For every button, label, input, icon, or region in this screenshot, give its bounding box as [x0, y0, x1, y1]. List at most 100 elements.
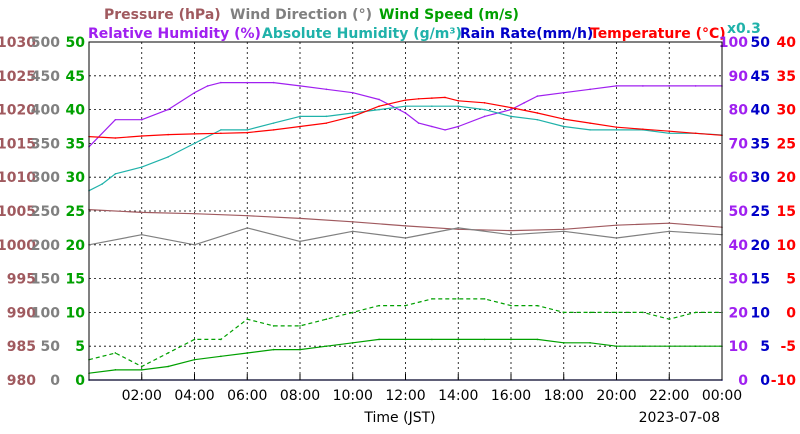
tick-label-wind-speed: 10	[66, 305, 86, 321]
tick-label-wind-direction: 350	[31, 136, 60, 152]
data-point	[668, 130, 671, 133]
data-point	[140, 211, 143, 214]
data-point	[510, 106, 512, 109]
tick-label-pressure: 1025	[0, 69, 36, 85]
tick-label-rain-rate: 30	[751, 170, 771, 186]
tick-label-pressure: 980	[7, 373, 36, 389]
tick-label-temperature: 20	[777, 170, 797, 186]
tick-label-wind-direction: 0	[50, 373, 60, 389]
legend-wind-direction: Wind Direction (°)	[230, 7, 372, 23]
data-point	[299, 325, 301, 327]
data-point	[167, 365, 169, 368]
data-point	[101, 183, 103, 185]
tick-label-wind-direction: 200	[31, 238, 60, 254]
data-point	[615, 345, 618, 348]
tick-label-relative-humidity: 50	[729, 204, 749, 220]
data-point	[272, 348, 275, 351]
x-tick-label: 06:00	[227, 388, 267, 404]
data-point	[536, 95, 539, 97]
data-point	[140, 369, 143, 371]
data-point	[457, 125, 460, 128]
tick-label-wind-direction: 150	[31, 272, 60, 288]
tick-label-relative-humidity: 80	[729, 103, 749, 119]
tick-label-pressure: 1000	[0, 238, 36, 254]
data-point	[642, 311, 644, 314]
data-point	[220, 355, 222, 358]
tick-label-wind-direction: 450	[31, 69, 60, 85]
x-tick-label: 20:00	[596, 388, 636, 404]
data-point	[642, 128, 644, 131]
data-point	[378, 98, 380, 101]
data-point	[404, 112, 407, 114]
data-point	[457, 105, 460, 108]
data-point	[562, 228, 565, 231]
data-point	[351, 221, 354, 223]
data-point	[562, 311, 565, 314]
data-point	[589, 122, 591, 124]
data-point	[431, 338, 433, 341]
data-point	[114, 173, 117, 175]
tick-label-temperature: -10	[771, 373, 797, 389]
data-point	[615, 311, 618, 314]
data-point	[562, 230, 565, 233]
data-point	[536, 304, 539, 307]
data-point	[246, 214, 249, 217]
data-point	[246, 318, 249, 320]
tick-label-rain-rate: 20	[751, 238, 771, 254]
x-tick-label: 18:00	[544, 388, 584, 404]
tick-label-relative-humidity: 0	[738, 373, 748, 389]
data-point	[431, 125, 433, 128]
data-point	[193, 244, 196, 246]
data-point	[299, 125, 301, 128]
data-point	[246, 227, 249, 229]
tick-label-pressure: 985	[7, 339, 36, 355]
data-point	[642, 85, 644, 87]
date-label: 2023-07-08	[639, 410, 720, 426]
tick-label-temperature: 25	[777, 136, 796, 152]
data-point	[299, 240, 301, 243]
axes: 9809859909951000100510101015102010251030…	[0, 35, 796, 404]
data-point	[325, 115, 328, 118]
x-tick-label: 00:00	[702, 388, 742, 404]
data-point	[510, 229, 512, 232]
data-point	[167, 156, 169, 158]
data-point	[299, 348, 301, 351]
tick-label-wind-direction: 100	[31, 305, 60, 321]
data-point	[431, 97, 433, 99]
data-point	[694, 132, 697, 135]
data-point	[325, 318, 328, 320]
data-point	[351, 112, 354, 114]
data-point	[351, 342, 354, 344]
tick-label-temperature: 40	[777, 35, 797, 51]
data-point	[167, 352, 169, 354]
legend-wind-speed: Wind Speed (m/s)	[379, 7, 519, 23]
data-point	[167, 108, 169, 111]
data-point	[378, 338, 380, 341]
data-point	[483, 108, 486, 111]
data-point	[193, 91, 196, 94]
data-point	[483, 115, 486, 118]
x-tick-label: 08:00	[280, 388, 320, 404]
tick-label-wind-direction: 400	[31, 103, 60, 119]
data-point	[615, 126, 618, 128]
data-point	[193, 212, 196, 215]
data-point	[404, 304, 407, 307]
data-point	[536, 338, 539, 341]
data-point	[615, 237, 618, 239]
data-point	[694, 311, 697, 314]
data-point	[351, 311, 354, 314]
tick-label-relative-humidity: 40	[729, 238, 749, 254]
data-point	[325, 88, 328, 91]
tick-label-rain-rate: 0	[760, 373, 770, 389]
data-point	[668, 318, 671, 320]
data-point	[404, 225, 407, 227]
data-point	[167, 133, 169, 136]
data-point	[457, 228, 460, 231]
data-point	[378, 108, 380, 111]
data-point	[562, 91, 565, 94]
x-tick-label: 22:00	[649, 388, 689, 404]
tick-label-wind-speed: 5	[75, 339, 85, 355]
data-point	[444, 129, 446, 131]
data-point	[140, 233, 143, 236]
tick-label-wind-speed: 45	[66, 69, 85, 85]
